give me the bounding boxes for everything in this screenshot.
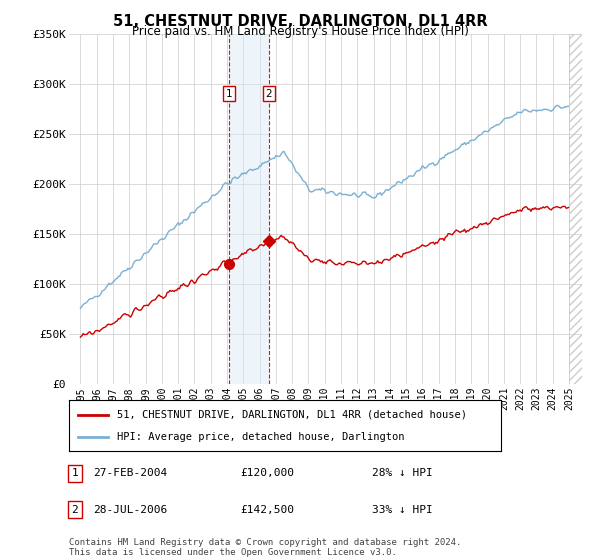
Text: 28-JUL-2006: 28-JUL-2006	[93, 505, 167, 515]
Text: 2: 2	[265, 88, 272, 99]
Text: Contains HM Land Registry data © Crown copyright and database right 2024.
This d: Contains HM Land Registry data © Crown c…	[69, 538, 461, 557]
Text: £142,500: £142,500	[240, 505, 294, 515]
Text: HPI: Average price, detached house, Darlington: HPI: Average price, detached house, Darl…	[116, 432, 404, 442]
Text: 33% ↓ HPI: 33% ↓ HPI	[372, 505, 433, 515]
Text: Price paid vs. HM Land Registry's House Price Index (HPI): Price paid vs. HM Land Registry's House …	[131, 25, 469, 38]
Text: £120,000: £120,000	[240, 468, 294, 478]
Text: 2: 2	[71, 505, 79, 515]
Bar	[229, 34, 269, 384]
Text: 51, CHESTNUT DRIVE, DARLINGTON, DL1 4RR: 51, CHESTNUT DRIVE, DARLINGTON, DL1 4RR	[113, 14, 487, 29]
Text: 1: 1	[71, 468, 79, 478]
Text: 1: 1	[226, 88, 233, 99]
Text: 27-FEB-2004: 27-FEB-2004	[93, 468, 167, 478]
Text: 51, CHESTNUT DRIVE, DARLINGTON, DL1 4RR (detached house): 51, CHESTNUT DRIVE, DARLINGTON, DL1 4RR …	[116, 409, 467, 419]
Text: 28% ↓ HPI: 28% ↓ HPI	[372, 468, 433, 478]
